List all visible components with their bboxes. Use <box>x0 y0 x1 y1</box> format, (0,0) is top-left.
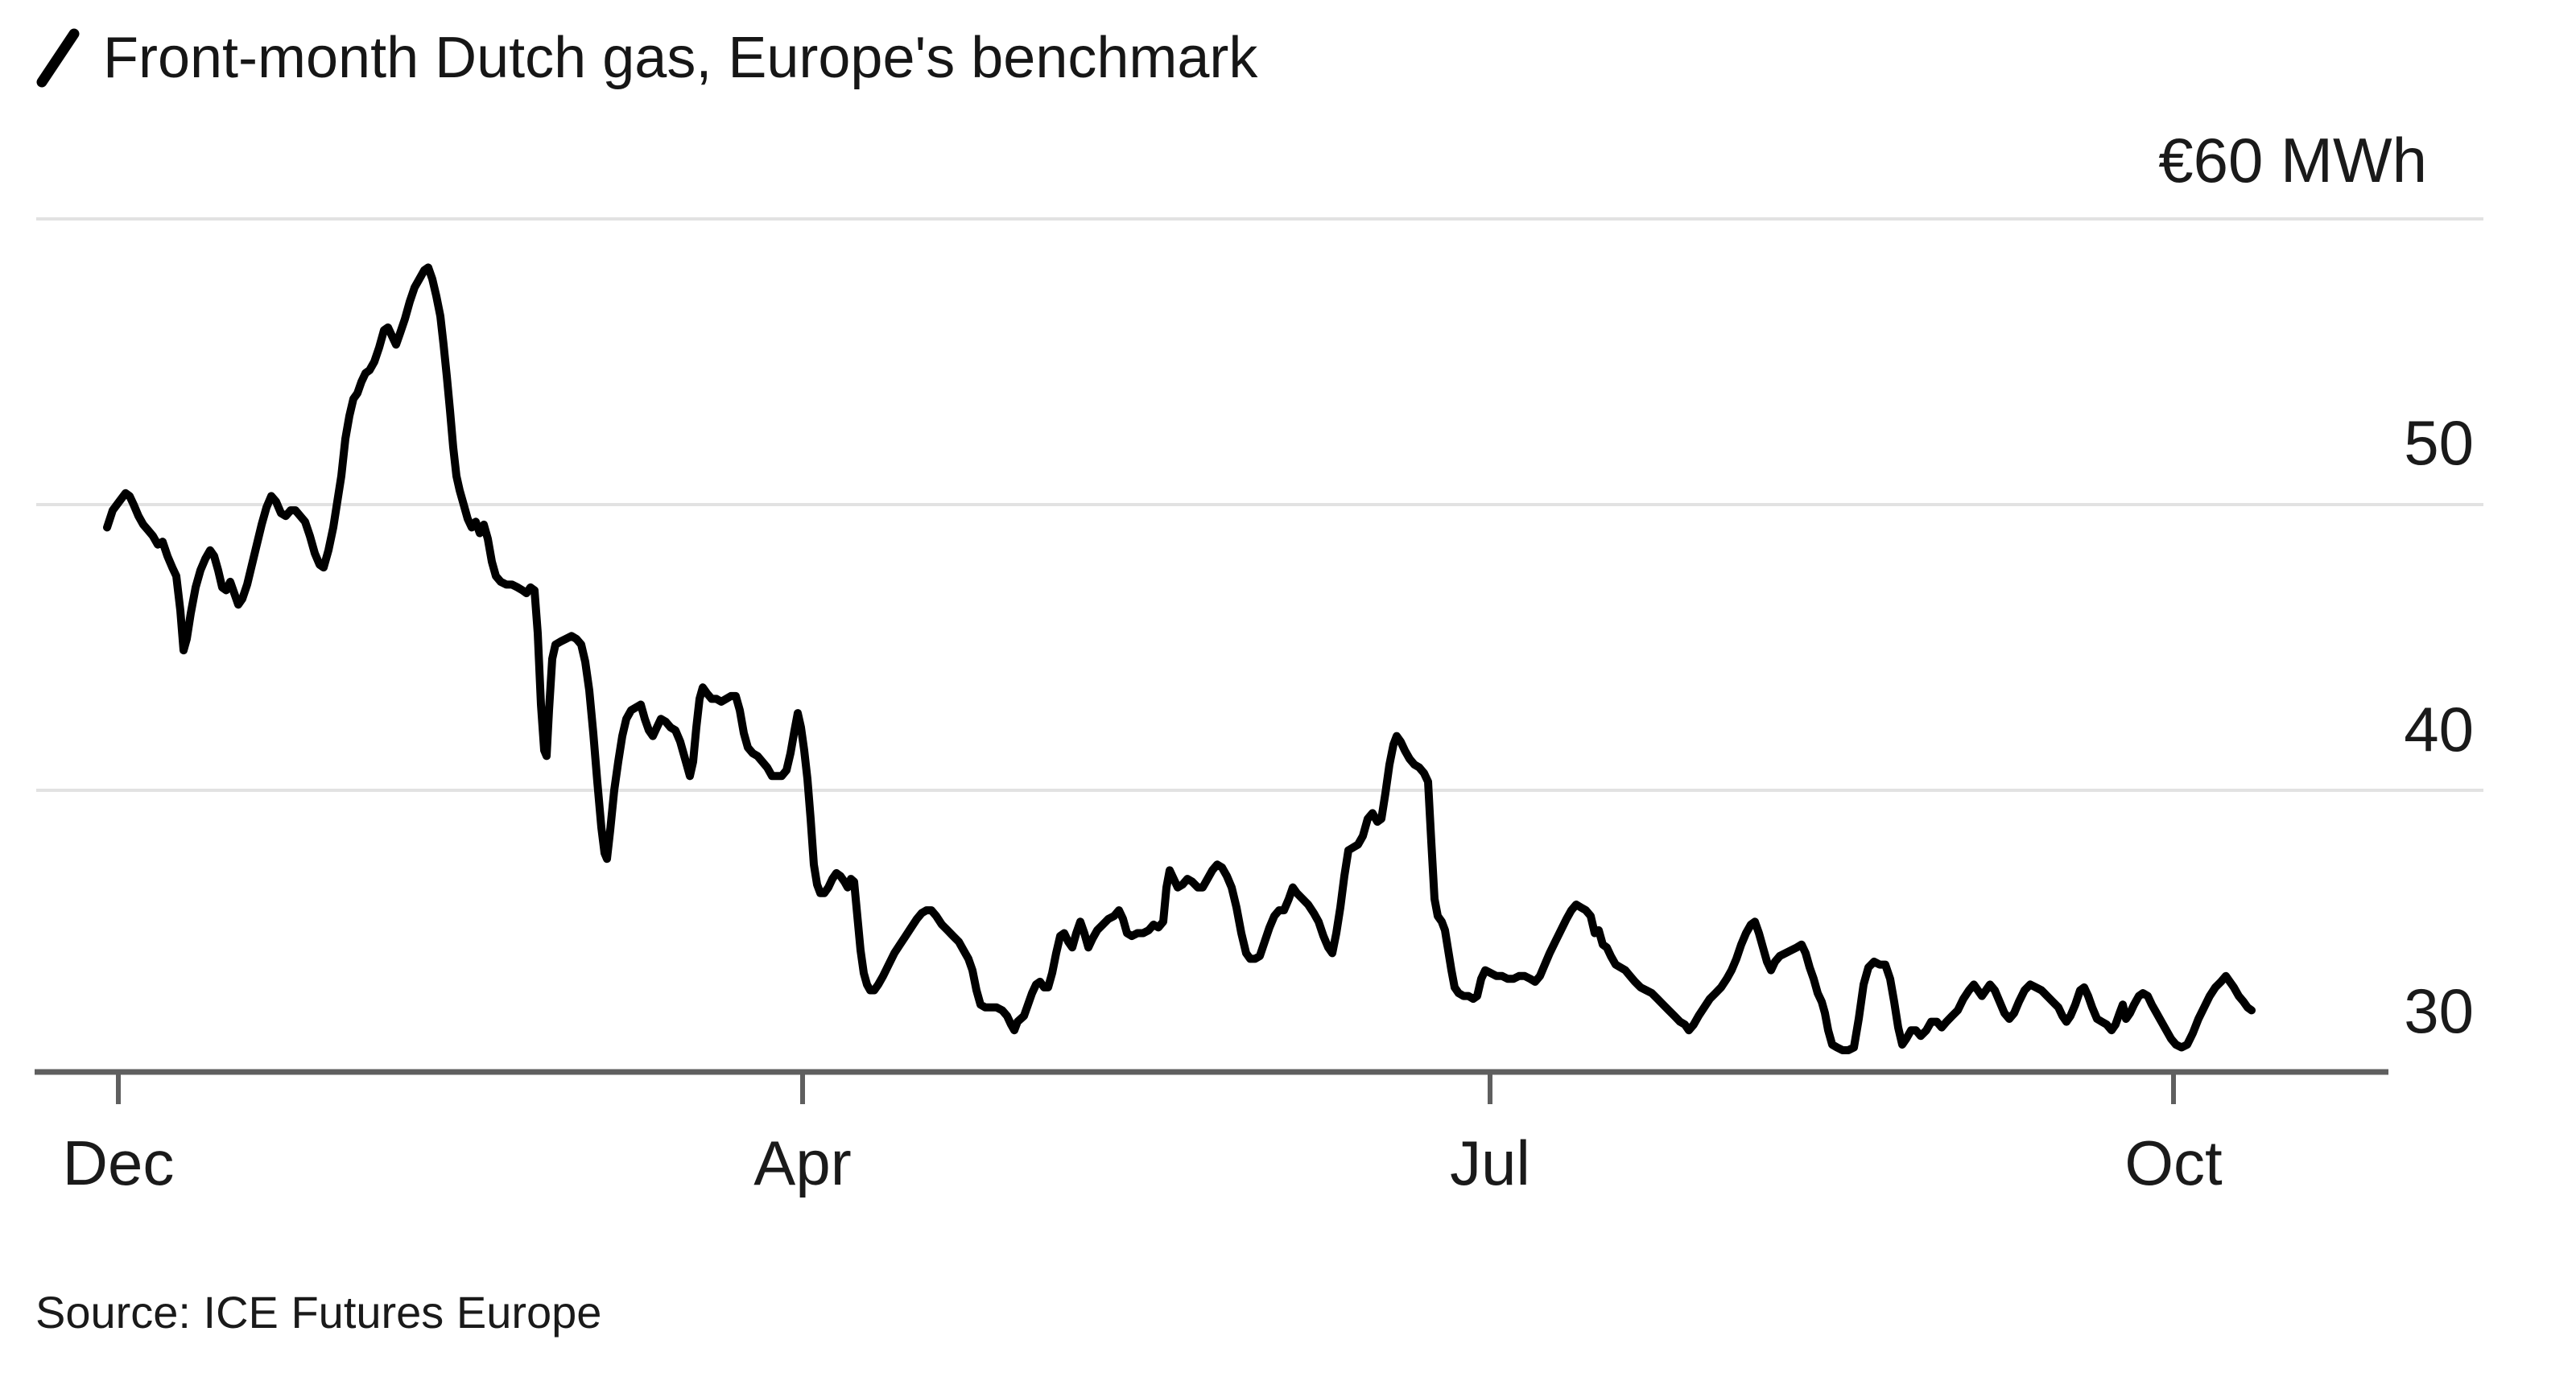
series-key-slash-icon <box>36 28 80 88</box>
x-axis-label-oct: Oct <box>2124 1127 2223 1198</box>
x-axis-label-dec: Dec <box>63 1127 175 1198</box>
y-axis-label-60-unit: €60 MWh <box>2158 125 2427 196</box>
y-axis-label-50: 50 <box>2404 407 2474 478</box>
y-axis-label-40: 40 <box>2404 694 2474 765</box>
series-layer <box>103 263 2256 1054</box>
x-axis-label-apr: Apr <box>753 1127 851 1198</box>
axis-layer <box>35 1069 2388 1104</box>
price-line-series <box>103 263 2256 1054</box>
chart-header: Front-month Dutch gas, Europe's benchmar… <box>35 24 1257 92</box>
chart-title: Front-month Dutch gas, Europe's benchmar… <box>103 26 1258 90</box>
gridline-layer <box>36 217 2483 792</box>
source-attribution: Source: ICE Futures Europe <box>35 1287 602 1338</box>
x-axis-label-jul: Jul <box>1450 1127 1530 1198</box>
y-axis-label-30: 30 <box>2404 975 2474 1046</box>
